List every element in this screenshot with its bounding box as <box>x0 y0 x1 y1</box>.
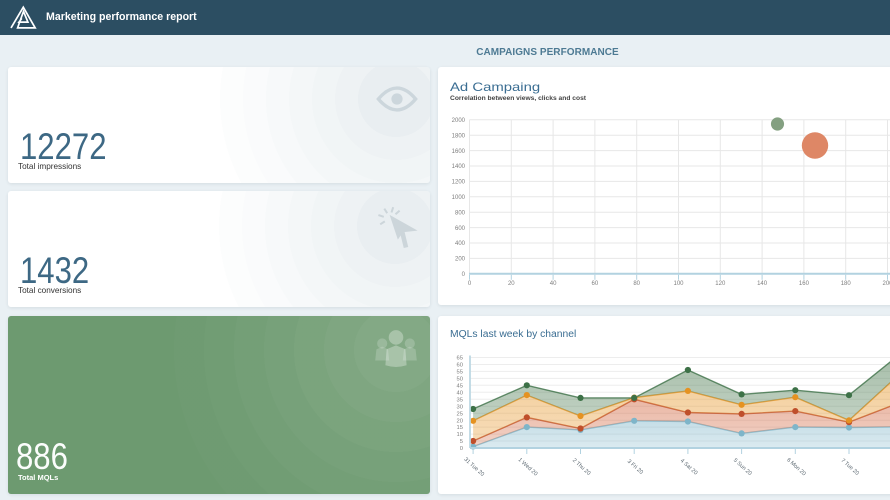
svg-text:30: 30 <box>456 404 462 410</box>
svg-text:50: 50 <box>456 377 462 383</box>
svg-text:1 Wed 20: 1 Wed 20 <box>516 457 538 477</box>
svg-text:5: 5 <box>459 439 462 445</box>
svg-text:20: 20 <box>456 418 462 424</box>
svg-text:80: 80 <box>633 281 640 287</box>
svg-text:1800: 1800 <box>451 133 465 139</box>
svg-text:400: 400 <box>454 241 465 247</box>
svg-text:0: 0 <box>467 281 471 287</box>
svg-text:120: 120 <box>715 281 726 287</box>
svg-text:1200: 1200 <box>451 180 465 186</box>
svg-text:45: 45 <box>456 383 462 389</box>
svg-text:10: 10 <box>456 432 462 438</box>
svg-text:1400: 1400 <box>451 164 465 170</box>
svg-text:800: 800 <box>454 210 465 216</box>
svg-text:160: 160 <box>798 281 809 287</box>
svg-text:4 Sat 20: 4 Sat 20 <box>678 458 698 476</box>
svg-text:5 Sun 20: 5 Sun 20 <box>731 458 752 477</box>
svg-text:140: 140 <box>757 281 768 287</box>
svg-text:15: 15 <box>456 425 462 431</box>
svg-text:2 Thu 20: 2 Thu 20 <box>570 458 590 477</box>
svg-text:3 Fri 20: 3 Fri 20 <box>625 459 643 476</box>
svg-text:60: 60 <box>591 281 598 287</box>
svg-text:40: 40 <box>549 281 556 287</box>
svg-text:200: 200 <box>882 281 890 287</box>
svg-text:7 Tue 20: 7 Tue 20 <box>839 458 859 477</box>
svg-text:31 Tue 20: 31 Tue 20 <box>462 457 485 478</box>
svg-text:60: 60 <box>456 363 462 369</box>
svg-text:65: 65 <box>456 356 462 362</box>
svg-text:2000: 2000 <box>451 118 465 124</box>
svg-text:20: 20 <box>507 281 514 287</box>
svg-text:35: 35 <box>456 397 462 403</box>
svg-text:6 Mon 20: 6 Mon 20 <box>785 457 806 477</box>
svg-text:25: 25 <box>456 411 462 417</box>
svg-text:100: 100 <box>673 281 684 287</box>
svg-text:0: 0 <box>461 272 465 278</box>
svg-text:40: 40 <box>456 390 462 396</box>
svg-text:1000: 1000 <box>451 195 465 201</box>
svg-text:55: 55 <box>456 370 462 376</box>
svg-text:600: 600 <box>454 226 465 232</box>
svg-text:180: 180 <box>840 281 851 287</box>
svg-text:0: 0 <box>459 446 462 452</box>
svg-text:1600: 1600 <box>451 149 465 155</box>
svg-text:200: 200 <box>454 257 465 263</box>
